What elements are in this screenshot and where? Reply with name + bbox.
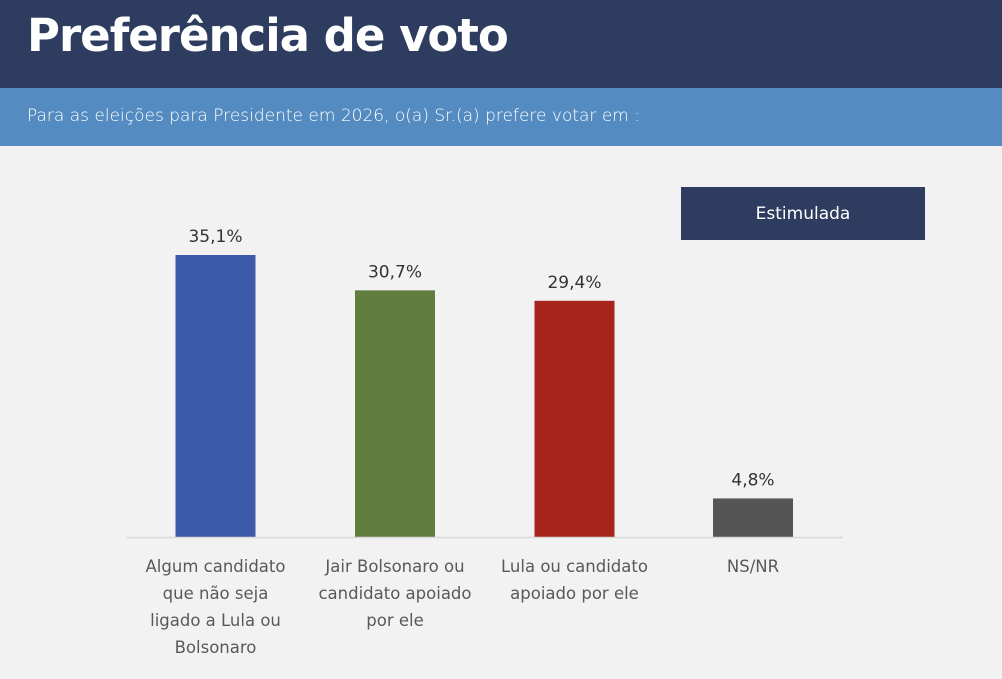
bar-3 — [534, 300, 615, 537]
bar-4 — [713, 498, 793, 537]
category-label-line: por ele — [366, 611, 424, 630]
category-label-line: apoiado por ele — [510, 584, 639, 603]
value-label-1: 35,1% — [188, 227, 242, 247]
value-label-3: 29,4% — [547, 273, 601, 293]
category-label-line: Bolsonaro — [174, 638, 257, 657]
bar-1 — [175, 255, 256, 537]
category-label-3: Lula ou candidato apoiado por ele — [480, 553, 670, 607]
category-label-line: NS/NR — [726, 557, 780, 576]
category-label-line: que não seja — [162, 584, 269, 603]
page-title: Preferência de voto — [27, 9, 509, 62]
category-label-4: NS/NR — [658, 553, 848, 580]
category-label-line: candidato apoiado — [318, 584, 472, 603]
value-label-2: 30,7% — [368, 262, 422, 282]
question-bar: Para as eleições para Presidente em 2026… — [0, 88, 1002, 146]
category-label-line: Algum candidato — [145, 557, 286, 576]
value-label-4: 4,8% — [731, 470, 774, 490]
category-label-line: Jair Bolsonaro ou — [325, 557, 465, 576]
stimulated-badge: Estimulada — [681, 187, 925, 240]
category-label-1: Algum candidato que não seja ligado a Lula… — [121, 553, 311, 661]
category-label-line: ligado a Lula ou — [150, 611, 281, 630]
category-label-line: Lula ou candidato — [501, 557, 648, 576]
category-label-2: Jair Bolsonaro ou candidato apoiado por el… — [300, 553, 490, 634]
bar-2 — [355, 290, 435, 537]
stimulated-badge-label: Estimulada — [755, 203, 851, 224]
question-text: Para as eleições para Presidente em 2026… — [27, 106, 640, 126]
header-bar: Preferência de voto — [0, 0, 1002, 88]
